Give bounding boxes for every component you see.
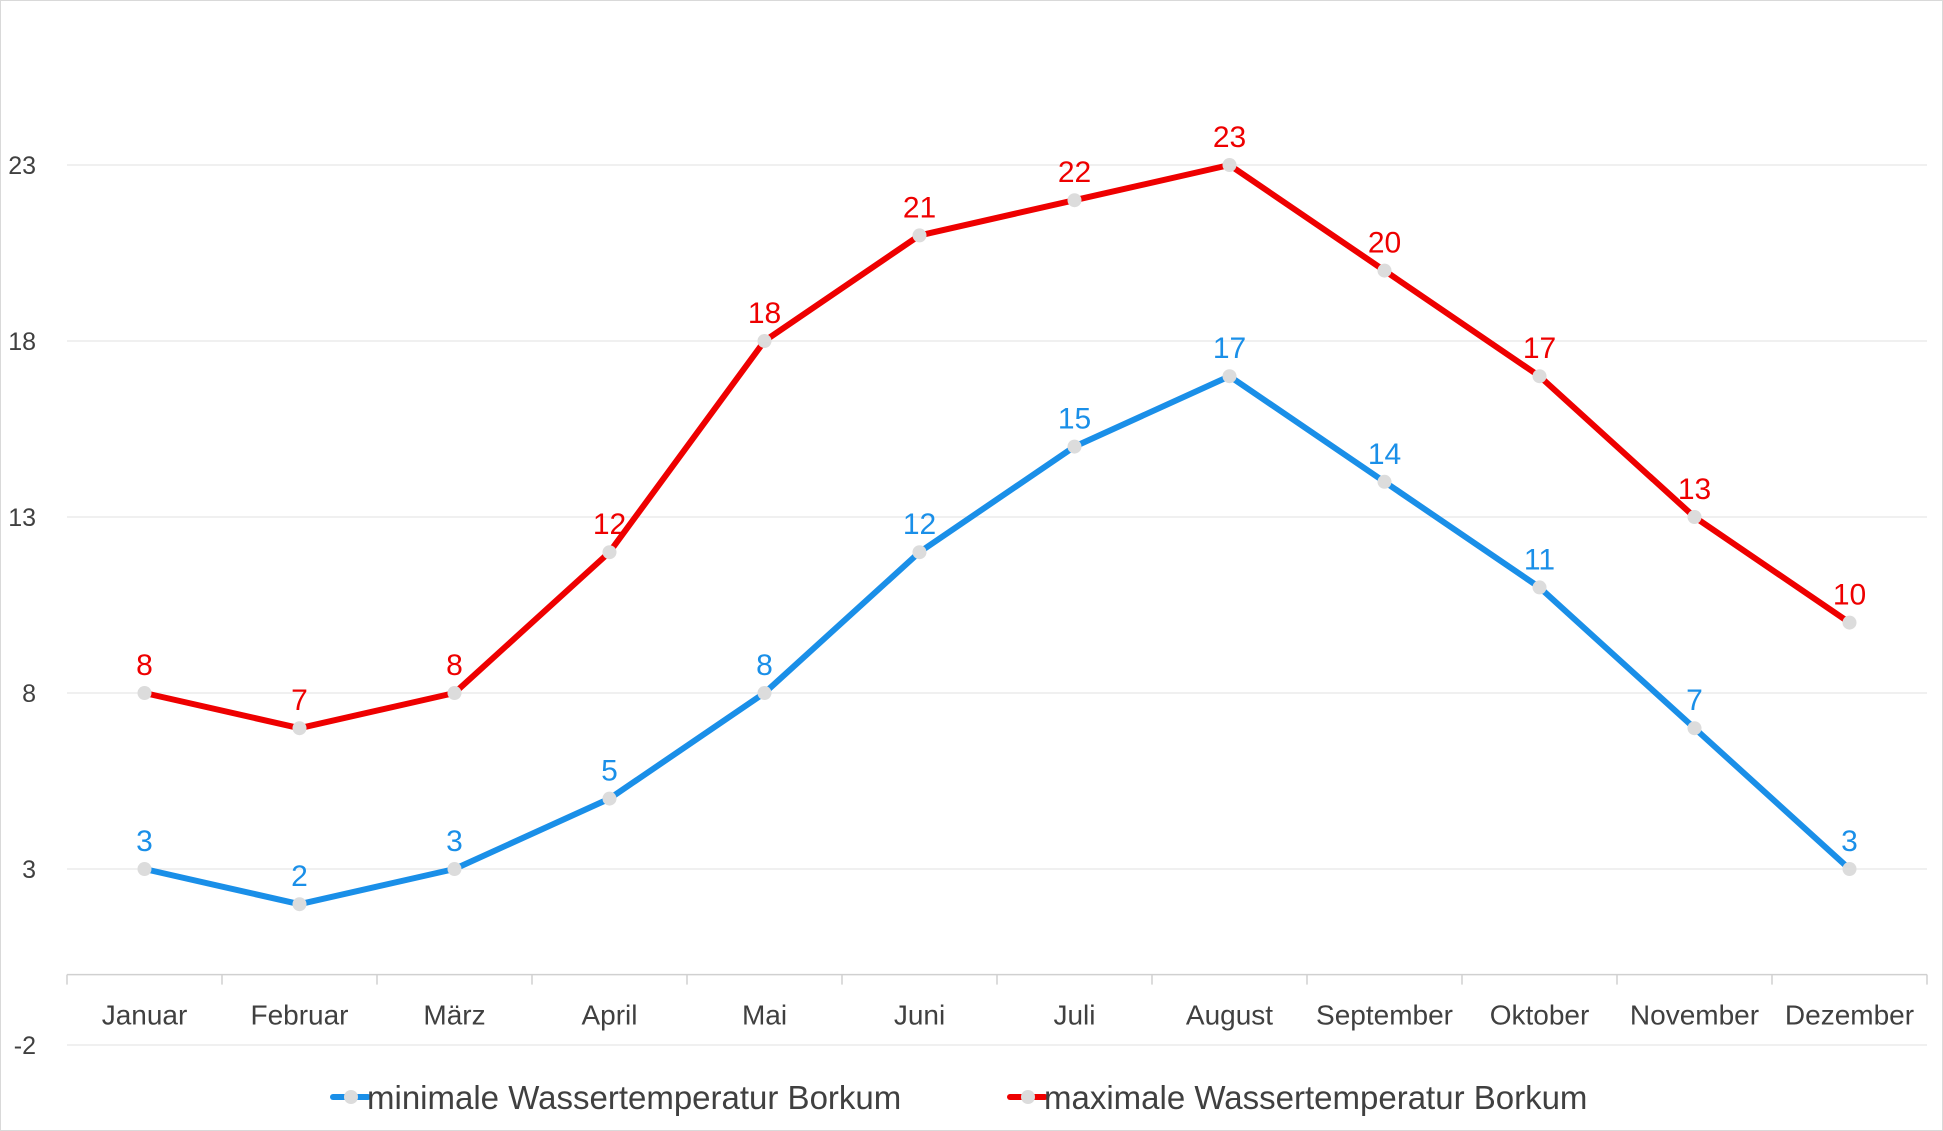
data-label: 2 [291, 860, 308, 893]
data-label: 20 [1368, 227, 1401, 260]
x-tick-label: Dezember [1785, 1000, 1914, 1031]
y-tick-label: 3 [22, 856, 36, 884]
data-point [912, 545, 927, 560]
data-label: 8 [136, 649, 153, 682]
data-label: 23 [1213, 121, 1246, 154]
data-label: 14 [1368, 438, 1401, 471]
data-point [1222, 369, 1237, 384]
data-point [1067, 439, 1082, 454]
x-axis-ticks: Januar Februar März April Mai Juni Juli August S… [102, 1000, 1914, 1031]
x-tick-label: Juli [1053, 1000, 1095, 1031]
data-label: 5 [601, 755, 618, 788]
legend: minimale Wassertemperatur Borkum maximale… [330, 1079, 1587, 1116]
legend-marker [344, 1090, 358, 1104]
data-point [602, 545, 617, 560]
series-lines [137, 158, 1857, 912]
data-label: 21 [903, 191, 936, 224]
data-point [1377, 263, 1392, 278]
x-tick-label: April [581, 1000, 637, 1031]
data-point [757, 334, 772, 348]
data-point [757, 686, 772, 700]
y-tick-label: 23 [8, 152, 36, 180]
data-label: 13 [1678, 473, 1711, 506]
x-tick-label: November [1630, 1000, 1759, 1031]
data-label: 7 [1686, 684, 1703, 717]
y-tick-label: -2 [14, 1032, 36, 1060]
data-label: 11 [1524, 543, 1555, 576]
data-point [1842, 862, 1857, 876]
data-point [292, 897, 307, 912]
legend-item-1: minimale Wassertemperatur Borkum [330, 1079, 901, 1116]
x-tick-label: Januar [102, 1000, 188, 1031]
data-point [1687, 510, 1702, 524]
data-point [1067, 193, 1082, 208]
x-axis [66, 973, 1928, 985]
data-label: 8 [756, 649, 773, 682]
data-point [1222, 158, 1237, 172]
legend-item-2: maximale Wassertemperatur Borkum [1007, 1079, 1587, 1116]
x-tick-label: September [1316, 1000, 1453, 1031]
data-label: 22 [1058, 156, 1091, 189]
series-line-1 [141, 373, 1853, 908]
y-tick-label: 18 [8, 328, 36, 356]
data-label: 15 [1058, 403, 1091, 436]
data-label: 7 [291, 684, 308, 717]
legend-label: minimale Wassertemperatur Borkum [367, 1079, 901, 1116]
data-point [602, 791, 617, 806]
data-label: 17 [1523, 332, 1556, 365]
data-label: 18 [748, 297, 781, 330]
legend-marker [1021, 1090, 1035, 1104]
data-point [912, 228, 927, 243]
data-point [1842, 615, 1857, 630]
data-point [1532, 369, 1547, 384]
legend-label: maximale Wassertemperatur Borkum [1044, 1079, 1587, 1116]
data-point [137, 862, 152, 876]
data-point [1377, 474, 1392, 489]
data-label: 3 [136, 825, 153, 858]
x-tick-label: März [423, 1000, 485, 1031]
data-point [1687, 721, 1702, 736]
gridlines [67, 164, 1927, 1046]
data-point [447, 686, 462, 700]
data-label: 17 [1213, 332, 1246, 365]
data-point [447, 862, 462, 876]
y-tick-label: 8 [22, 680, 36, 708]
series-line-2 [141, 162, 1853, 732]
data-label: 3 [1841, 825, 1858, 858]
x-tick-label: Juni [894, 1000, 945, 1031]
data-label: 12 [593, 508, 626, 541]
x-tick-label: Oktober [1490, 1000, 1590, 1031]
x-tick-label: August [1186, 1000, 1273, 1031]
data-point [292, 721, 307, 736]
data-point [137, 686, 152, 700]
data-label: 8 [446, 649, 463, 682]
y-tick-label: 13 [8, 504, 36, 532]
data-label: 12 [903, 508, 936, 541]
x-tick-label: Mai [742, 1000, 787, 1031]
y-axis-ticks: -2 3 8 13 18 23 [8, 152, 36, 1060]
x-tick-label: Februar [250, 1000, 348, 1031]
data-point [1532, 580, 1547, 595]
data-label: 3 [446, 825, 463, 858]
data-label: 10 [1833, 579, 1866, 612]
